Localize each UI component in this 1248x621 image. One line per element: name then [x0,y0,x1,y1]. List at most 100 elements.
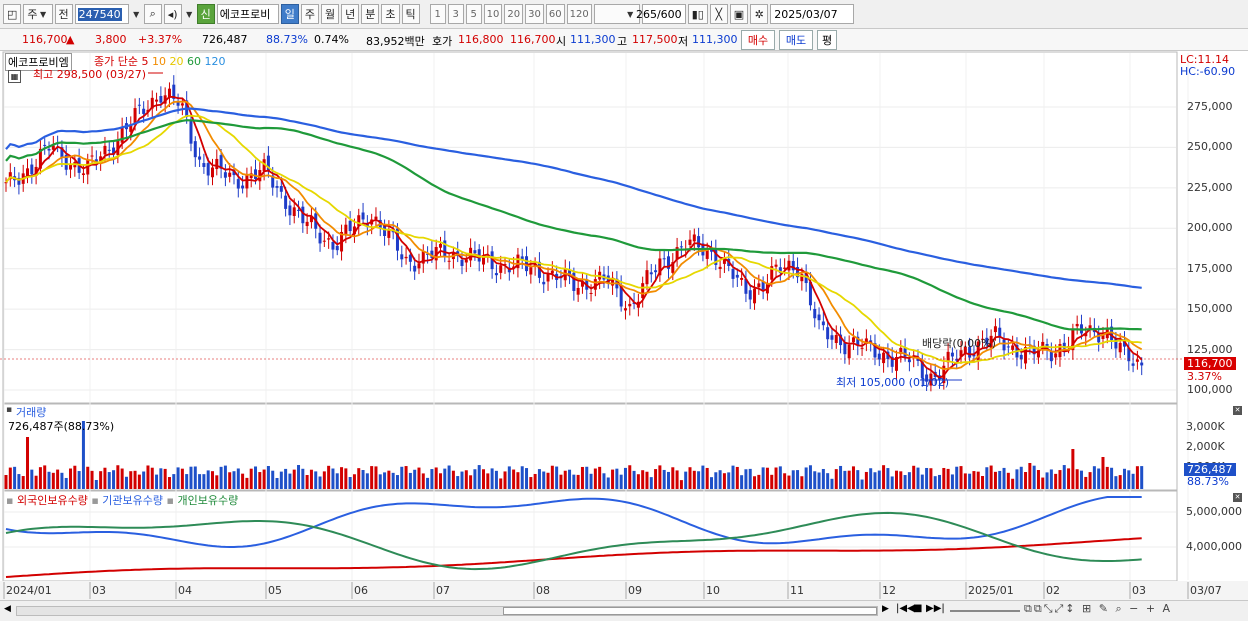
interval-custom-select[interactable]: ▼ [593,4,640,24]
interval-1[interactable]: 1 [429,4,446,24]
volume-panel-icon[interactable]: ▪ [6,405,13,415]
first-page-icon[interactable]: |◀◀ [896,603,915,614]
scroll-right-icon[interactable]: ▶ [882,604,889,614]
interval-120[interactable]: 120 [566,4,592,24]
candle-body [744,278,748,294]
candle-body [150,97,154,109]
candle-body [714,249,718,265]
candle-body [421,250,425,264]
candle-icon[interactable]: ▮▯ [687,4,708,24]
interval-5[interactable]: 5 [465,4,482,24]
period-week[interactable]: 주 [300,4,320,24]
candle-body [51,145,55,150]
volume-bar [649,477,653,489]
volume-bar [576,474,580,489]
candle-body [735,274,739,278]
volume-bar [1140,466,1144,489]
candle-body [589,292,593,294]
market-select[interactable]: 주 ▼ [23,4,53,24]
candle-body [284,195,288,209]
candle-body [305,221,309,227]
volume-bar [404,466,408,489]
high-price: 117,500 [632,33,678,46]
period-second[interactable]: 초 [381,4,400,24]
interval-60[interactable]: 60 [545,4,565,24]
scroll-left-icon[interactable]: ◀ [4,604,11,614]
candle-body [1075,323,1079,327]
last-price-tag: 116,700 [1184,357,1236,370]
table-icon[interactable]: ▦ [8,70,21,83]
period-tick[interactable]: 틱 [401,4,420,24]
volume-close-icon[interactable]: ✕ [1233,406,1242,415]
volume-bar [340,467,344,489]
candle-body [869,340,873,342]
gear-icon[interactable]: ✲ [750,4,769,24]
ma-120-line [5,107,1142,289]
horizontal-scrollbar[interactable] [16,606,878,616]
volume-bar [400,466,404,489]
crosshair-icon[interactable]: ╳ [709,4,728,24]
date-field[interactable]: 2025/03/07 [770,4,855,24]
period-month[interactable]: 월 [321,4,340,24]
holding-close-icon[interactable]: ✕ [1233,493,1242,502]
candle-body [761,281,765,290]
volume-bar [529,477,533,489]
data-count-field[interactable]: 265/600 [636,4,686,24]
candle-body [129,124,133,132]
stop-icon[interactable]: ■ [913,603,923,614]
candle-body [438,243,442,248]
chart-type-icon[interactable]: ◰ [3,4,22,24]
volume-tick-label: 2,000K [1186,440,1225,453]
candle-body [301,206,305,224]
save-icon[interactable]: ▣ [729,4,749,24]
volume-bar [774,467,778,489]
volume-bar [542,471,546,489]
min-price-note: 최저 105,000 (01/02) [836,376,950,389]
speaker-dropdown-icon[interactable]: ▼ [186,9,193,19]
candle-body [279,186,283,192]
speaker-icon[interactable]: ◂) [163,4,182,24]
candle-body [8,172,12,180]
scroll-thumb[interactable] [503,607,877,615]
search-icon[interactable]: ⌕ [143,4,162,24]
stock-name-legend[interactable]: 에코프로비엠 [5,53,72,71]
sell-button[interactable]: 매도 [779,30,813,50]
volume-bar [1002,467,1006,489]
period-minute[interactable]: 분 [361,4,380,24]
volume-bar [189,466,193,489]
open-label: 시 [556,35,567,48]
volume-bar [753,476,757,489]
candle-body [430,250,434,258]
buy-button[interactable]: 매수 [741,30,775,50]
chart-canvas[interactable] [0,51,1248,600]
zoom-slider[interactable] [950,610,1020,612]
volume-tick-label: 3,000K [1186,420,1225,433]
interval-20[interactable]: 20 [504,4,524,24]
stock-code-input[interactable]: 247540 [74,4,129,24]
volume-bar [606,477,610,489]
holding-legend[interactable]: ▪ 외국인보유수량 ▪ 기관보유수량 ▪ 개인보유수량 [6,492,238,508]
prev-button[interactable]: 전 [54,4,73,24]
candle-body [245,175,249,189]
code-dropdown-icon[interactable]: ▼ [133,9,140,19]
price-tick-label: 200,000 [1187,221,1233,235]
ma-legend[interactable]: 종가 단순 5 10 20 60 120 [94,53,225,69]
candle-body [335,245,339,251]
interval-30[interactable]: 30 [525,4,544,24]
candle-body [981,338,985,340]
period-day[interactable]: 일 [280,4,299,24]
interval-3[interactable]: 3 [447,4,464,24]
volume-bar [1122,468,1126,489]
period-year[interactable]: 년 [341,4,360,24]
candle-body [38,148,42,169]
volume-bar [787,475,791,489]
volume-bar [21,476,25,489]
candle-body [959,350,963,357]
tool-icons[interactable]: ⧉⧉⤡⤢↕ ⊞ ✎ ⌕ − + A [1024,602,1173,615]
candle-body [576,287,580,295]
volume-bar [51,472,55,489]
x-tick-label: 2025/01 [968,584,1014,597]
last-page-icon[interactable]: ▶▶| [926,603,945,614]
interval-10[interactable]: 10 [483,4,503,24]
evaluate-button[interactable]: 평 [817,30,837,50]
